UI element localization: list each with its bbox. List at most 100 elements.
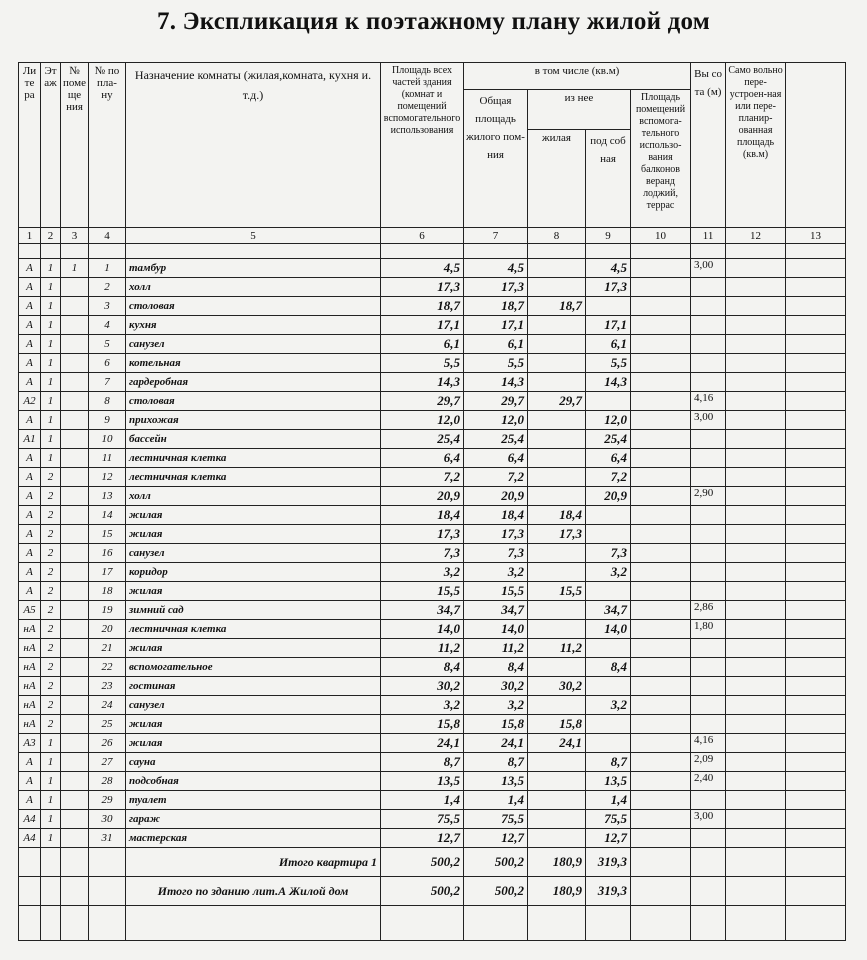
cell-purpose: жилая [125,524,381,544]
cell-floor: 1 [40,790,61,810]
cell-height [690,543,727,563]
cell-room-number [60,714,89,734]
cell-litera: А [18,790,41,810]
empty-cell [725,809,787,829]
explication-table: Ли те ра Эт аж № поме ще ния № по пла- н… [18,62,847,941]
empty-cell [629,467,692,487]
empty-cell [785,486,847,506]
cell-height [690,790,727,810]
cell-height [690,429,727,449]
cell-room-number [60,543,89,563]
cell-total-area: 18,4 [380,505,464,525]
empty-cell [629,315,692,335]
header-height: Вы со та (м) [690,62,727,228]
total-row-apartment: Итого квартира 1 500,2 500,2 180,9 319,3 [18,847,847,877]
cell-utility: 13,5 [585,771,631,791]
cell-utility: 14,0 [585,619,631,639]
empty-cell [785,353,847,373]
cell-purpose: санузел [125,334,381,354]
cell-living-total: 3,2 [463,562,528,582]
cell-floor: 1 [40,258,61,278]
cell-purpose: мастерская [125,828,381,848]
cell-plan-number: 3 [88,296,126,316]
cell-living-total: 1,4 [463,790,528,810]
empty-cell [629,562,692,582]
cell-plan-number: 13 [88,486,126,506]
cell-plan-number: 11 [88,448,126,468]
column-number: 12 [725,227,787,244]
empty-cell [725,695,787,715]
cell-living [527,790,586,810]
cell-plan-number: 8 [88,391,126,411]
table-row: А 1 5 санузел 6,1 6,1 6,1 [18,334,847,354]
cell-room-number [60,828,89,848]
cell-litera: нА [18,638,41,658]
cell-litera: А [18,296,41,316]
empty-cell [725,334,787,354]
cell-utility: 14,3 [585,372,631,392]
empty-cell [785,524,847,544]
column-number: 10 [629,227,692,244]
empty-cell [629,638,692,658]
cell-purpose: лестничная клетка [125,619,381,639]
cell-height [690,315,727,335]
cell-floor: 1 [40,372,61,392]
cell-room-number [60,600,89,620]
header-auxiliary: Площадь помещений вспомога-тельного испо… [629,89,692,228]
cell-living: 18,4 [527,505,586,525]
header-utility: под соб ная [585,129,631,228]
cell-total-area: 34,7 [380,600,464,620]
cell-height [690,334,727,354]
cell-living [527,315,586,335]
cell-utility [585,524,631,544]
cell-living-total: 18,4 [463,505,528,525]
cell-floor: 1 [40,448,61,468]
cell-total-area: 7,3 [380,543,464,563]
column-number: 11 [690,227,727,244]
cell-floor: 1 [40,277,61,297]
cell-litera: А [18,277,41,297]
header-living-total: Общая площадь жилого пом-ния [463,89,528,228]
total-label: Итого по зданию лит.А Жилой дом [125,876,381,906]
cell-room-number [60,467,89,487]
empty-cell [725,524,787,544]
empty-cell [725,714,787,734]
total-c9: 319,3 [585,876,631,906]
cell-height [690,353,727,373]
cell-utility: 20,9 [585,486,631,506]
header-living: жилая [527,129,586,228]
cell-utility [585,733,631,753]
cell-plan-number: 18 [88,581,126,601]
cell-living [527,334,586,354]
cell-room-number [60,429,89,449]
column-number: 2 [40,227,61,244]
empty-cell [629,334,692,354]
cell-total-area: 15,5 [380,581,464,601]
cell-total-area: 3,2 [380,695,464,715]
cell-floor: 2 [40,562,61,582]
empty-cell [629,524,692,544]
cell-plan-number: 23 [88,676,126,696]
cell-living [527,828,586,848]
empty-cell [629,391,692,411]
cell-room-number [60,695,89,715]
cell-room-number [60,505,89,525]
header-of-it: из нее [527,89,631,130]
table-row: нА 2 24 санузел 3,2 3,2 3,2 [18,695,847,715]
cell-height: 2,40 [690,771,727,791]
cell-living: 29,7 [527,391,586,411]
cell-utility: 6,1 [585,334,631,354]
cell-room-number [60,771,89,791]
table-row: нА 2 25 жилая 15,8 15,8 15,8 [18,714,847,734]
cell-utility: 7,3 [585,543,631,563]
cell-purpose: подсобная [125,771,381,791]
cell-floor: 2 [40,581,61,601]
cell-total-area: 1,4 [380,790,464,810]
empty-cell [785,372,847,392]
cell-living [527,600,586,620]
cell-floor: 1 [40,733,61,753]
header-group: в том числе (кв.м) [462,62,692,90]
header-13 [785,62,847,228]
cell-living-total: 7,2 [463,467,528,487]
cell-floor: 2 [40,657,61,677]
